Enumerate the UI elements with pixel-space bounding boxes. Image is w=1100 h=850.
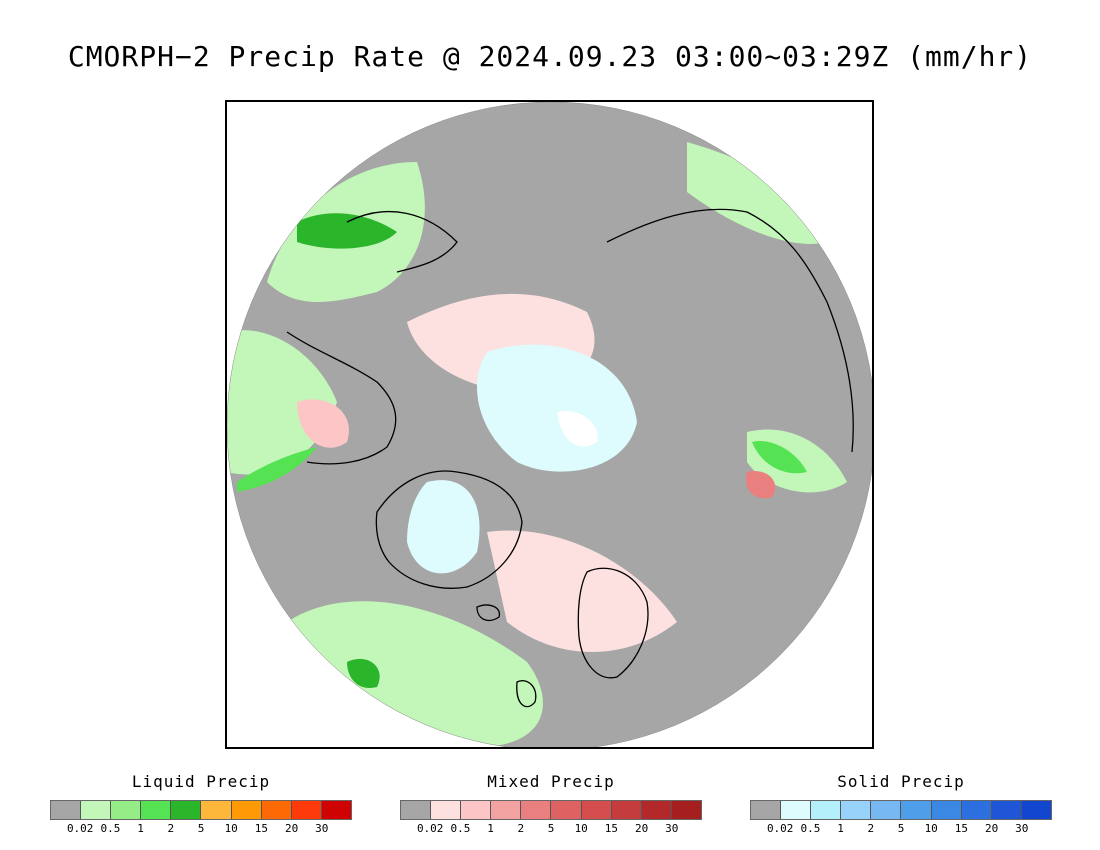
coastline-british-isles bbox=[516, 680, 537, 708]
colorbar-tick-label: 5 bbox=[547, 822, 555, 835]
colorbar-cell bbox=[141, 801, 172, 819]
colorbar-cell bbox=[491, 801, 522, 819]
colorbar-tick-label: 5 bbox=[897, 822, 905, 835]
colorbar-cell bbox=[871, 801, 902, 819]
coastline-north-america bbox=[286, 331, 397, 465]
colorbar-tick-label: 0.02 bbox=[66, 822, 94, 835]
colorbar-cell bbox=[81, 801, 112, 819]
colorbar-cell bbox=[991, 801, 1022, 819]
colorbar-tick-label: 0.02 bbox=[766, 822, 794, 835]
colorbar-tick-label: 1 bbox=[487, 822, 494, 835]
colorbar-cell bbox=[461, 801, 492, 819]
colorbar-tick-label: 1 bbox=[137, 822, 144, 835]
colorbar-tick-label: 10 bbox=[224, 822, 238, 835]
colorbar-ticks: 0.02 0.5 1 2 5 10 15 20 30 bbox=[50, 822, 352, 836]
colorbar-tick-label: 0.02 bbox=[416, 822, 444, 835]
colorbar-cell bbox=[231, 801, 262, 819]
colorbar-cell bbox=[551, 801, 582, 819]
colorbar-cell bbox=[291, 801, 322, 819]
solid-region-greenland bbox=[407, 480, 480, 574]
colorbar-cell bbox=[171, 801, 202, 819]
colorbar-ticks: 0.02 0.5 1 2 5 10 15 20 30 bbox=[750, 822, 1052, 836]
colorbar-tick-label: 0.5 bbox=[450, 822, 471, 835]
colorbar-tick-label: 5 bbox=[197, 822, 205, 835]
colorbar-tick-label: 15 bbox=[604, 822, 619, 835]
liquid-region-south bbox=[287, 601, 543, 747]
legend-title: Solid Precip bbox=[837, 772, 965, 791]
coastline-eurasia bbox=[606, 208, 854, 453]
colorbar-tick-label: 2 bbox=[167, 822, 175, 835]
colorbar-cell bbox=[201, 801, 232, 819]
colorbar-cell bbox=[841, 801, 872, 819]
colorbar-cell bbox=[261, 801, 292, 819]
colorbar-tick-label: 10 bbox=[574, 822, 588, 835]
colorbar-tick-label: 2 bbox=[517, 822, 525, 835]
legend-liquid: Liquid Precip 0.02 0.5 1 2 5 10 15 20 30 bbox=[50, 772, 352, 836]
colorbar-cell bbox=[1021, 801, 1051, 819]
coastline-alaska bbox=[346, 210, 458, 273]
colorbar-cell bbox=[961, 801, 992, 819]
colorbar-cell bbox=[671, 801, 701, 819]
chart-title: CMORPH−2 Precip Rate @ 2024.09.23 03:00~… bbox=[67, 40, 1033, 73]
liquid-region-northeast bbox=[687, 142, 827, 244]
mixed-region-west bbox=[297, 399, 349, 448]
colorbar-cell bbox=[521, 801, 552, 819]
colorbar-cell bbox=[751, 801, 782, 819]
precip-map-svg bbox=[227, 102, 872, 747]
colorbar-cell bbox=[431, 801, 462, 819]
colorbar-cell bbox=[901, 801, 932, 819]
colorbar-tick-label: 0.5 bbox=[800, 822, 821, 835]
legend-mixed: Mixed Precip 0.02 0.5 1 2 5 10 15 20 30 bbox=[400, 772, 702, 836]
colorbar-tick-label: 2 bbox=[867, 822, 875, 835]
colorbar-cell bbox=[401, 801, 432, 819]
liquid-heavy-west bbox=[237, 447, 317, 492]
mixed-region-east bbox=[746, 471, 776, 499]
coastline-greenland bbox=[375, 470, 523, 589]
colorbar-tick-label: 20 bbox=[634, 822, 649, 835]
liquid-heavy-northwest bbox=[297, 213, 397, 249]
colorbar bbox=[50, 800, 352, 820]
legend-title: Liquid Precip bbox=[131, 772, 271, 791]
colorbar-tick-label: 20 bbox=[284, 822, 299, 835]
coastline-scandinavia bbox=[577, 567, 649, 679]
colorbar-tick-label: 30 bbox=[1015, 822, 1029, 835]
colorbar-cell bbox=[781, 801, 812, 819]
liquid-heavy-east bbox=[752, 441, 807, 474]
colorbar-cell bbox=[811, 801, 842, 819]
colorbar-cell bbox=[321, 801, 351, 819]
mixed-region-south bbox=[487, 530, 677, 652]
colorbar-cell bbox=[581, 801, 612, 819]
polar-map bbox=[225, 100, 874, 749]
colorbar-cell bbox=[641, 801, 672, 819]
precip-field bbox=[227, 102, 872, 747]
legend-title: Mixed Precip bbox=[487, 772, 615, 791]
colorbar-ticks: 0.02 0.5 1 2 5 10 15 20 30 bbox=[400, 822, 702, 836]
colorbar-tick-label: 30 bbox=[665, 822, 679, 835]
colorbar-tick-label: 20 bbox=[984, 822, 999, 835]
colorbar-tick-label: 15 bbox=[954, 822, 969, 835]
colorbar-tick-label: 30 bbox=[315, 822, 329, 835]
colorbar-tick-label: 10 bbox=[924, 822, 938, 835]
colorbar-tick-label: 15 bbox=[254, 822, 269, 835]
colorbar-cell bbox=[931, 801, 962, 819]
colorbar bbox=[750, 800, 1052, 820]
colorbar-tick-label: 1 bbox=[837, 822, 844, 835]
colorbar-cell bbox=[51, 801, 82, 819]
coastline-iceland bbox=[476, 604, 501, 621]
legend-solid: Solid Precip 0.02 0.5 1 2 5 10 15 20 30 bbox=[750, 772, 1052, 836]
liquid-heavy-south bbox=[347, 658, 380, 688]
solid-core-pole bbox=[557, 411, 598, 447]
colorbar-tick-label: 0.5 bbox=[100, 822, 121, 835]
colorbar bbox=[400, 800, 702, 820]
colorbar-cell bbox=[111, 801, 142, 819]
colorbar-cell bbox=[611, 801, 642, 819]
coastlines bbox=[286, 208, 854, 708]
